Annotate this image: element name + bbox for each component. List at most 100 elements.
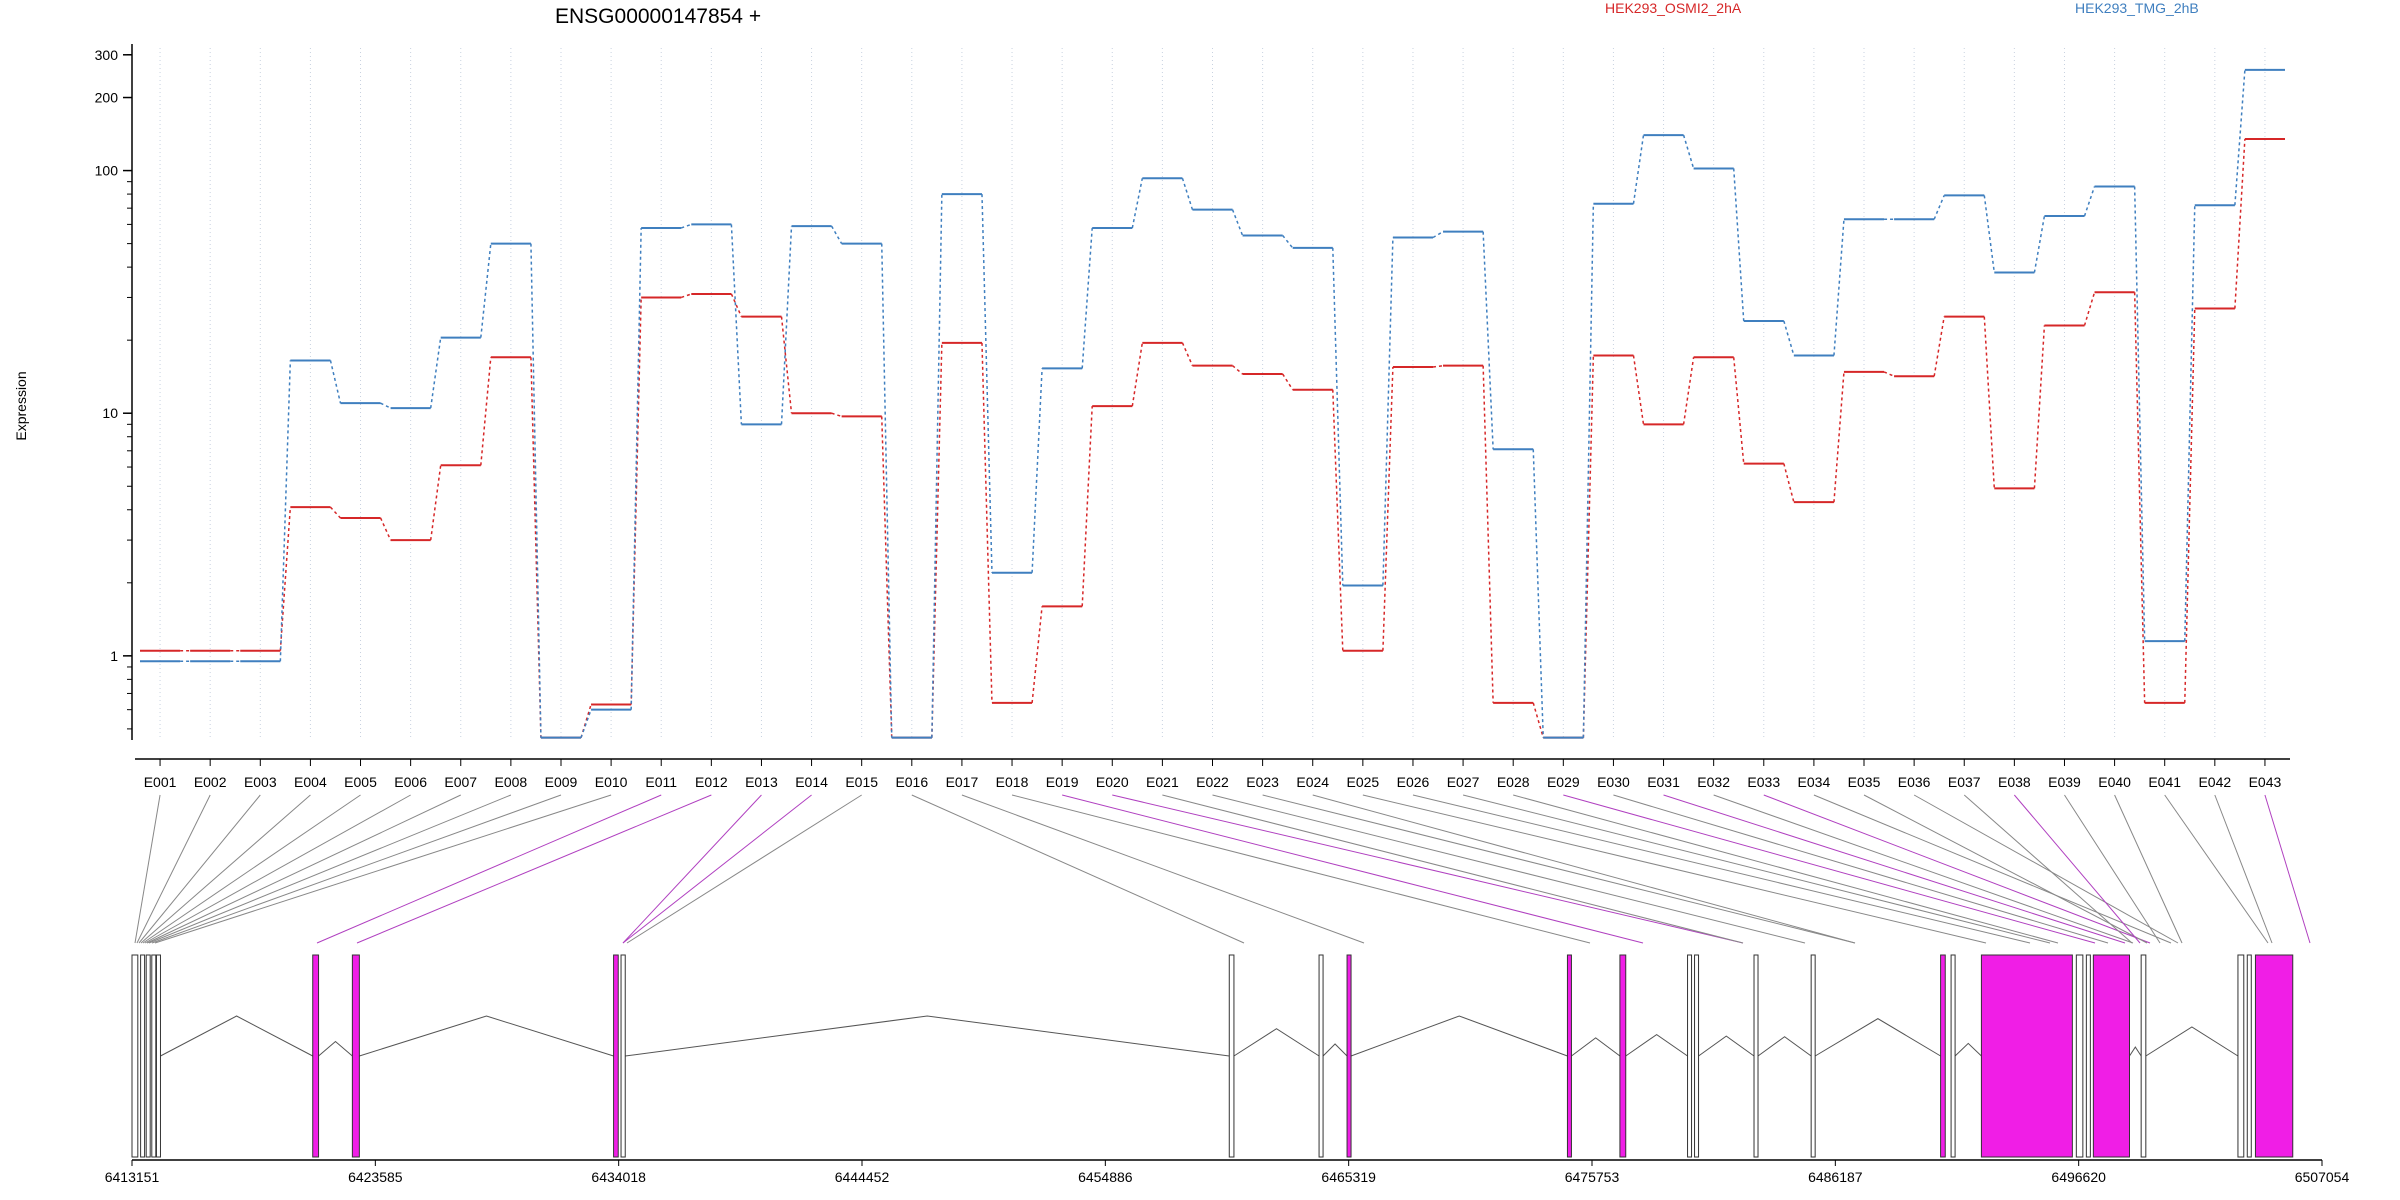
- x-tick-label: E021: [1146, 774, 1179, 790]
- intron: [1350, 1015, 1568, 1057]
- x-tick-label: E037: [1948, 774, 1981, 790]
- legend-entry-osmi2: HEK293_OSMI2_2hA: [1605, 0, 1742, 16]
- exon-connector: [1763, 794, 2151, 944]
- exon-block: [2237, 954, 2245, 1158]
- intron: [1757, 1036, 1812, 1057]
- exon-connector: [961, 794, 1365, 944]
- x-tick-label: E034: [1798, 774, 1831, 790]
- exon-block: [1753, 954, 1759, 1158]
- series-connector: [1682, 357, 1695, 425]
- series-connector: [1983, 195, 1996, 273]
- x-tick-label: E023: [1246, 774, 1279, 790]
- exon-connector: [2214, 794, 2273, 944]
- series-connector: [1031, 606, 1043, 703]
- series-connector: [730, 293, 743, 317]
- x-tick-label: E026: [1397, 774, 1430, 790]
- exon-block: [1228, 954, 1235, 1158]
- series-connector: [580, 704, 592, 738]
- series-connector: [1732, 357, 1745, 464]
- series-connector: [1031, 368, 1043, 573]
- exon-block: [140, 954, 146, 1158]
- series-connector: [1081, 227, 1093, 369]
- genomic-axis: 6413151 6423585 6434018 6444452 6454886 64653…: [105, 1159, 2349, 1185]
- exon-connector: [151, 794, 562, 944]
- exon-block: [1566, 954, 1572, 1158]
- series-connector: [1632, 355, 1645, 425]
- x-tick-label: E020: [1096, 774, 1129, 790]
- exon-connector: [148, 794, 512, 944]
- series-connector: [429, 337, 442, 409]
- x-tick-label: E040: [2098, 774, 2131, 790]
- series-connector: [880, 243, 893, 738]
- x-tick-label: E025: [1346, 774, 1379, 790]
- exon-block: [1940, 954, 1946, 1158]
- x-tick-label: E018: [996, 774, 1029, 790]
- exon-connector: [1663, 794, 2126, 944]
- series-connector: [429, 465, 442, 541]
- gene-model: [131, 954, 2294, 1158]
- series-connector: [1532, 449, 1545, 738]
- exon-block: [613, 954, 619, 1158]
- intron: [160, 1015, 313, 1057]
- series-connector: [730, 224, 743, 425]
- exon-connector: [316, 794, 662, 944]
- exon-connector: [1262, 794, 1856, 944]
- exon-connector: [1513, 794, 2059, 944]
- intron: [1814, 1018, 1941, 1057]
- genomic-tick-label: 6475753: [1565, 1169, 1620, 1185]
- series-connector: [2184, 308, 2196, 703]
- exon-block: [145, 954, 151, 1158]
- series-HEK293_TMG_2hB: [140, 68, 2285, 739]
- x-tick-label: E004: [294, 774, 327, 790]
- exon-connector: [138, 794, 261, 944]
- x-tick-label: E008: [495, 774, 528, 790]
- series-connector: [830, 225, 843, 244]
- intron: [1322, 1043, 1348, 1057]
- exon-block: [1346, 954, 1352, 1158]
- exon-connector: [2264, 794, 2311, 944]
- series-connector: [681, 293, 692, 299]
- intron: [1571, 1037, 1621, 1057]
- exon-connector: [1162, 794, 1744, 944]
- exon-connector: [2064, 794, 2161, 944]
- series-connector: [1482, 365, 1494, 703]
- exon-connector: [144, 794, 411, 944]
- series-connector: [1181, 177, 1194, 210]
- series-connector: [1181, 342, 1194, 366]
- series-connector: [1732, 168, 1745, 322]
- exon-block: [155, 954, 161, 1158]
- intron: [625, 1015, 1230, 1057]
- exon-connector: [1112, 794, 1744, 944]
- series-connector: [1682, 134, 1695, 169]
- x-tick-label: E024: [1296, 774, 1329, 790]
- series-connector: [480, 357, 492, 466]
- exon-block: [2092, 954, 2131, 1158]
- exon-connector: [1412, 794, 2031, 944]
- intron: [2129, 1046, 2142, 1057]
- x-tick-label: E035: [1848, 774, 1881, 790]
- series-connector: [379, 517, 392, 541]
- exon-block: [151, 954, 157, 1158]
- x-tick-label: E019: [1046, 774, 1079, 790]
- x-tick-label: E030: [1597, 774, 1630, 790]
- exon-connector: [1011, 794, 1591, 944]
- exon-block: [1950, 954, 1956, 1158]
- exon-connector: [1963, 794, 2133, 944]
- intron: [1233, 1028, 1320, 1057]
- series-connector: [630, 227, 642, 710]
- x-tick-label: E002: [194, 774, 227, 790]
- x-tick-label: E033: [1747, 774, 1780, 790]
- intron: [1625, 1033, 1688, 1057]
- series-connector: [480, 243, 492, 338]
- exon-connector: [622, 794, 762, 944]
- x-tick-label: E031: [1647, 774, 1680, 790]
- series-connector: [1282, 373, 1294, 391]
- series-connector: [2234, 69, 2246, 206]
- series-connector: [1382, 237, 1394, 586]
- series-connector: [1332, 247, 1344, 586]
- series-connector: [1833, 371, 1845, 503]
- series-connector: [931, 194, 943, 738]
- series-connector: [681, 223, 692, 229]
- series-connector: [279, 360, 292, 662]
